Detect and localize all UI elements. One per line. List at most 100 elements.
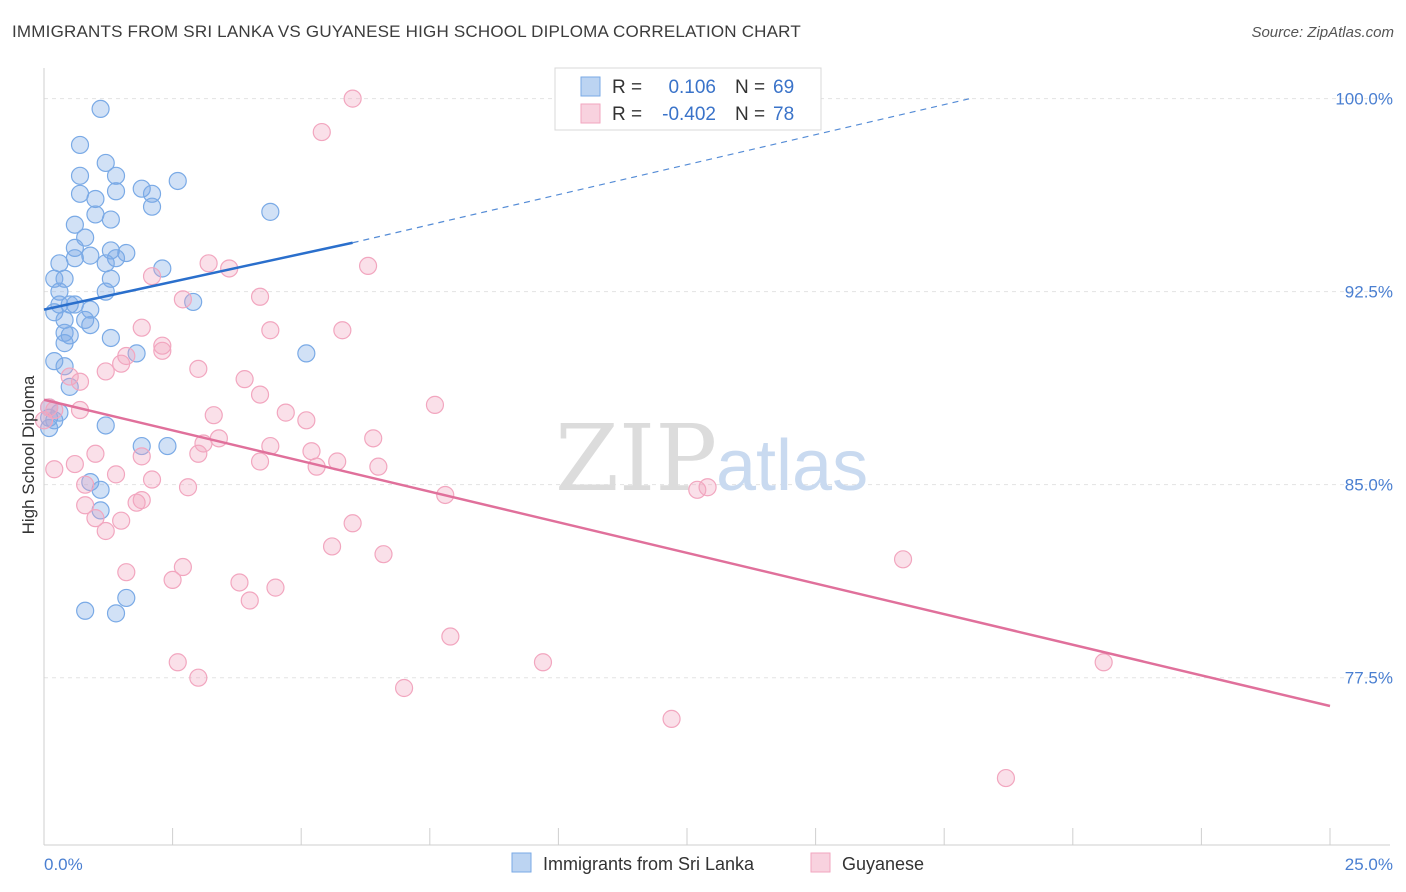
data-point-series-2 — [261, 321, 280, 340]
data-point-series-1 — [184, 292, 203, 312]
data-point-series-2 — [142, 470, 162, 489]
legend-n-label: N = — [735, 77, 765, 98]
data-point-series-2 — [343, 514, 362, 533]
trend-line-sri-lanka — [43, 241, 353, 311]
data-point-series-1 — [70, 184, 90, 203]
data-point-series-2 — [142, 267, 162, 286]
legend-n-label: N = — [735, 104, 765, 125]
data-point-series-2 — [394, 678, 414, 698]
legend-r-label: R = — [612, 77, 642, 98]
data-point-series-1 — [96, 416, 115, 435]
data-point-series-1 — [86, 205, 105, 224]
data-point-series-2 — [189, 359, 208, 378]
data-point-series-1 — [70, 166, 90, 185]
legend-r-value: -0.402 — [662, 104, 716, 125]
data-point-series-2 — [189, 444, 208, 463]
data-point-series-2 — [132, 447, 151, 466]
data-point-series-2 — [235, 370, 254, 389]
x-tick-label: 0.0% — [44, 855, 83, 874]
data-point-series-2 — [358, 256, 378, 276]
x-tick-label: 25.0% — [1345, 855, 1393, 874]
data-point-series-2 — [86, 444, 105, 463]
data-point-series-2 — [698, 478, 717, 497]
data-point-series-2 — [1094, 653, 1113, 672]
data-point-series-1 — [91, 99, 110, 119]
data-point-series-2 — [60, 367, 79, 386]
bottom-legend-swatch-2 — [810, 852, 831, 873]
data-point-series-1 — [106, 182, 126, 201]
legend-swatch-2 — [580, 103, 601, 124]
data-point-series-2 — [173, 290, 192, 309]
data-point-series-2 — [250, 385, 270, 404]
data-point-series-1 — [70, 135, 90, 155]
data-point-series-2 — [209, 429, 228, 448]
data-point-series-2 — [425, 395, 445, 414]
data-point-series-2 — [106, 465, 126, 484]
data-point-series-1 — [142, 197, 162, 216]
data-point-series-1 — [106, 249, 126, 268]
legend-swatch-1 — [580, 76, 601, 97]
bottom-legend-swatch-1 — [511, 852, 532, 873]
data-point-series-2 — [302, 442, 321, 461]
data-point-series-2 — [76, 496, 95, 515]
data-point-series-2 — [893, 550, 913, 569]
legend-r-label: R = — [612, 104, 642, 125]
bottom-legend: Immigrants from Sri Lanka Guyanese — [511, 852, 924, 874]
data-point-series-2 — [312, 122, 331, 142]
data-point-series-1 — [91, 480, 110, 499]
data-point-series-2 — [230, 573, 249, 592]
data-point-series-2 — [96, 521, 115, 541]
chart-title: IMMIGRANTS FROM SRI LANKA VS GUYANESE HI… — [12, 22, 801, 41]
y-tick-label: 85.0% — [1345, 476, 1393, 495]
data-point-series-2 — [374, 545, 393, 564]
data-point-series-2 — [112, 511, 131, 530]
data-point-series-2 — [204, 406, 223, 425]
data-point-series-1 — [132, 436, 151, 456]
data-point-series-1 — [101, 328, 120, 348]
bottom-legend-label-1: Immigrants from Sri Lanka — [543, 854, 755, 874]
data-point-series-1 — [81, 300, 100, 319]
data-point-series-1 — [50, 282, 69, 301]
data-point-series-2 — [117, 563, 136, 582]
data-point-series-1 — [76, 310, 95, 330]
data-point-series-1 — [96, 153, 115, 173]
data-point-series-1 — [96, 254, 115, 273]
chart-source: Source: ZipAtlas.com — [1251, 24, 1394, 41]
trend-line-guyanese — [43, 398, 1331, 708]
legend-n-value: 69 — [773, 77, 794, 98]
data-point-series-1 — [76, 601, 95, 620]
data-point-series-2 — [266, 578, 285, 597]
data-point-series-1 — [55, 323, 74, 342]
data-point-series-2 — [250, 287, 270, 306]
data-point-series-1 — [168, 171, 187, 191]
data-point-series-1 — [132, 179, 151, 198]
data-point-series-1 — [55, 357, 74, 376]
y-tick-label: 100.0% — [1335, 90, 1393, 109]
data-point-series-2 — [441, 627, 460, 646]
y-axis-title: High School Diploma — [19, 375, 38, 534]
data-point-series-2 — [132, 318, 151, 337]
data-point-series-1 — [81, 315, 100, 335]
data-point-series-1 — [101, 210, 120, 229]
data-point-series-2 — [250, 452, 270, 471]
legend-r-value: 0.106 — [668, 77, 716, 98]
data-point-series-1 — [142, 184, 162, 203]
data-point-series-2 — [343, 89, 362, 108]
data-point-series-1 — [60, 377, 79, 396]
data-point-series-2 — [96, 362, 115, 381]
data-point-series-1 — [127, 344, 146, 363]
trend-layer — [43, 98, 1331, 708]
y-tick-label: 92.5% — [1345, 283, 1393, 302]
data-point-series-2 — [132, 491, 151, 510]
data-point-series-2 — [240, 591, 259, 610]
data-point-series-1 — [86, 189, 105, 209]
data-point-series-2 — [45, 460, 64, 479]
data-point-series-1 — [106, 604, 126, 623]
data-point-series-1 — [117, 243, 136, 263]
data-point-series-2 — [533, 653, 553, 672]
data-point-series-1 — [50, 254, 69, 273]
bottom-legend-label-2: Guyanese — [842, 854, 924, 874]
data-point-series-2 — [322, 537, 342, 556]
